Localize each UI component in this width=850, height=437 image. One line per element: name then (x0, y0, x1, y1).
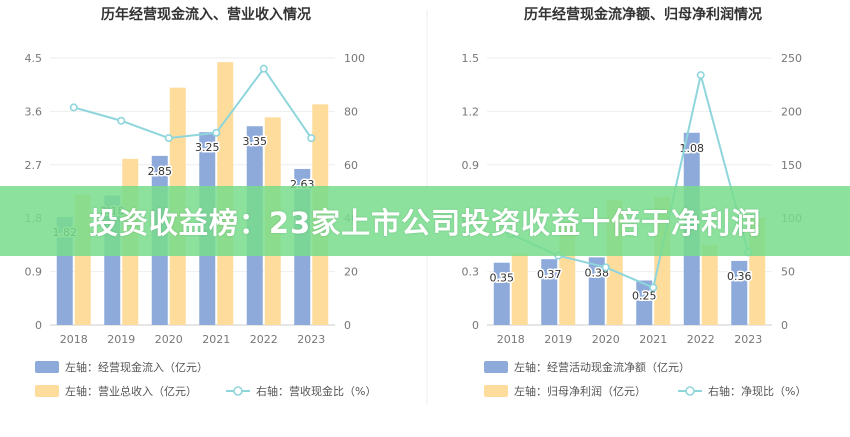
y-right-tick-label: 200 (781, 105, 802, 118)
bar-primary (636, 280, 653, 325)
headline-banner: 投资收益榜：23家上市公司投资收益十倍于净利润 (0, 186, 850, 256)
y-left-tick-label: 2.7 (25, 159, 43, 172)
bar-data-label: 2.85 (148, 165, 173, 178)
x-tick-label: 2019 (544, 333, 572, 346)
y-left-tick-label: 4.5 (25, 52, 43, 65)
x-tick-label: 2021 (639, 333, 667, 346)
legend-swatch-line-marker (233, 386, 243, 396)
x-tick-label: 2019 (107, 333, 135, 346)
line-point (164, 134, 173, 143)
x-tick-label: 2022 (250, 333, 278, 346)
x-tick-label: 2020 (592, 333, 620, 346)
bar-data-label: 3.25 (195, 141, 220, 154)
chart-title: 历年经营现金流净额、归母净利润情况 (524, 6, 762, 23)
bar-data-label: 0.35 (490, 272, 515, 285)
bar-secondary (701, 244, 718, 325)
x-tick-label: 2021 (202, 333, 230, 346)
bar-primary (493, 262, 510, 325)
bar-data-label: 0.36 (727, 270, 752, 283)
y-left-tick-label: 0 (35, 319, 42, 332)
legend-swatch-primary (484, 361, 508, 373)
bar-data-label: 0.37 (537, 268, 562, 281)
bar-data-label: 3.35 (243, 135, 268, 148)
line-series (73, 66, 313, 140)
y-right-tick-label: 80 (344, 105, 358, 118)
headline-text: 投资收益榜：23家上市公司投资收益十倍于净利润 (88, 206, 762, 240)
y-left-tick-label: 0.9 (462, 159, 480, 172)
legend-swatch-secondary (35, 385, 59, 397)
line-point (69, 103, 78, 112)
line-point (696, 71, 705, 80)
x-tick-label: 2022 (687, 333, 715, 346)
y-left-tick-label: 3.6 (25, 105, 43, 118)
line-point (259, 64, 268, 73)
x-tick-label: 2018 (497, 333, 525, 346)
y-right-tick-label: 60 (344, 159, 358, 172)
y-right-tick-label: 250 (781, 52, 802, 65)
y-right-tick-label: 100 (344, 52, 365, 65)
legend-swatch-primary (35, 361, 59, 373)
x-tick-label: 2023 (297, 333, 325, 346)
legend-label-secondary: 左轴：营业总收入（亿元） (65, 384, 197, 398)
bar-data-label: 0.25 (632, 290, 657, 303)
line-point (307, 134, 316, 143)
y-right-tick-label: 0 (344, 319, 351, 332)
y-left-tick-label: 1.5 (462, 52, 480, 65)
x-tick-label: 2020 (155, 333, 183, 346)
line-point (117, 116, 126, 125)
x-tick-label: 2018 (60, 333, 88, 346)
legend-swatch-line-marker (685, 386, 695, 396)
y-right-tick-label: 50 (781, 266, 795, 279)
y-right-tick-label: 20 (344, 266, 358, 279)
y-left-tick-label: 0.3 (462, 266, 480, 279)
chart-title: 历年经营现金流入、营业收入情况 (101, 6, 311, 23)
y-left-tick-label: 1.2 (462, 105, 480, 118)
line-point (601, 263, 610, 272)
legend-label-line: 右轴：净现比（%） (708, 384, 806, 398)
legend-label-line: 右轴：营收现金比（%） (256, 384, 376, 398)
y-right-tick-label: 0 (781, 319, 788, 332)
y-left-tick-label: 0 (472, 319, 479, 332)
y-right-tick-label: 150 (781, 159, 802, 172)
line-point (649, 283, 658, 292)
bar-primary (541, 259, 558, 325)
bar-primary (588, 257, 605, 325)
legend-label-secondary: 左轴：归母净利润（亿元） (514, 384, 646, 398)
x-tick-label: 2023 (734, 333, 762, 346)
bar-secondary (511, 253, 528, 325)
y-left-tick-label: 0.9 (25, 266, 43, 279)
line-point (212, 128, 221, 137)
bar-primary (731, 260, 748, 325)
legend-swatch-secondary (484, 385, 508, 397)
legend-label-primary: 左轴：经营活动现金流净额（亿元） (514, 360, 690, 374)
legend-label-primary: 左轴：经营现金流入（亿元） (65, 360, 208, 374)
